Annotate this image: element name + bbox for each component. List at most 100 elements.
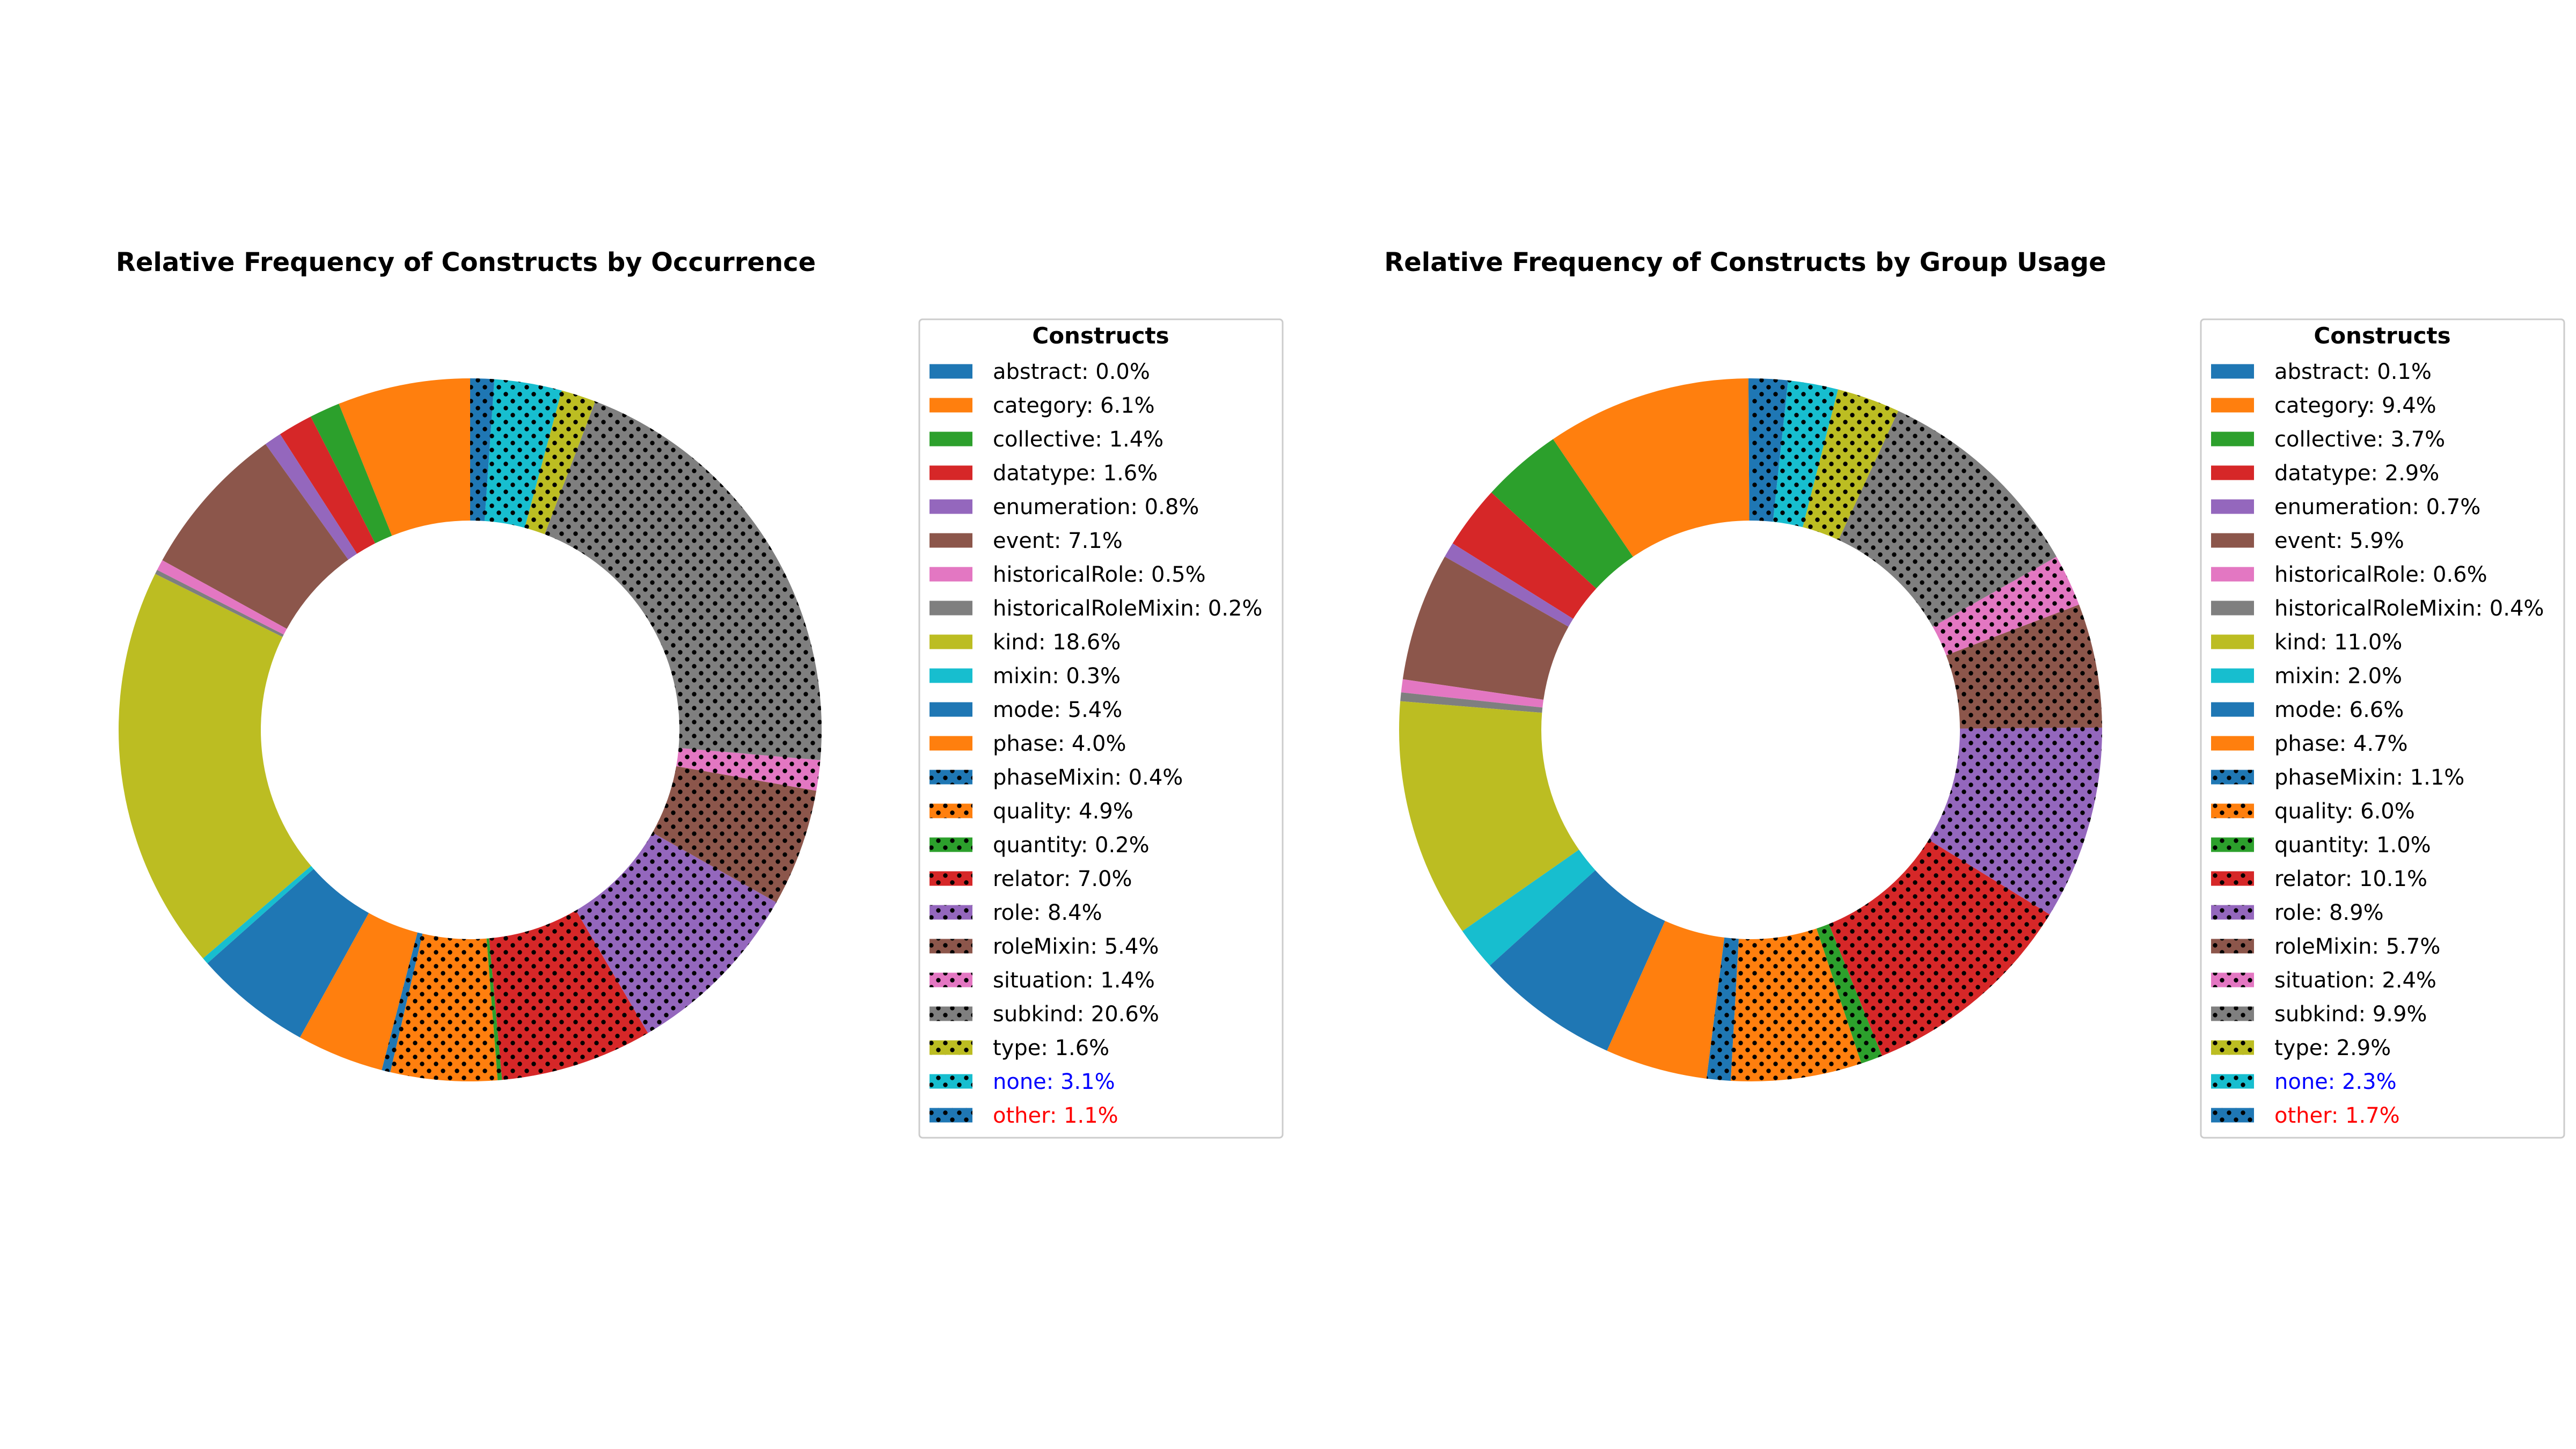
legend-label: datatype: 2.9% bbox=[2274, 461, 2439, 486]
legend-item-phase: phase: 4.0% bbox=[930, 731, 1126, 756]
donut-slice-event bbox=[162, 444, 348, 629]
legend-item-enumeration: enumeration: 0.8% bbox=[930, 495, 1199, 519]
legend-label: historicalRole: 0.5% bbox=[993, 562, 1206, 587]
legend-occurrence: Constructs abstract: 0.0% category: 6.1% c… bbox=[918, 318, 1284, 1139]
legend-label: category: 9.4% bbox=[2274, 393, 2436, 418]
legend-item-event: event: 7.1% bbox=[930, 529, 1123, 553]
donut-slice-historicalRoleMixin bbox=[1400, 692, 1543, 713]
legend-frame bbox=[2200, 318, 2565, 1139]
legend-swatch bbox=[2211, 533, 2254, 548]
donut-slice-historicalRoleMixin bbox=[155, 569, 284, 637]
legend-swatch-hatch bbox=[930, 905, 972, 920]
legend-swatch bbox=[930, 533, 972, 548]
chart-title-group-usage: Relative Frequency of Constructs by Grou… bbox=[1384, 247, 2106, 277]
legend-swatch bbox=[930, 736, 972, 751]
donut-slice-event bbox=[1402, 557, 1569, 700]
legend-item-roleMixin: roleMixin: 5.7% bbox=[2211, 934, 2440, 959]
legend-item-category: category: 9.4% bbox=[2211, 393, 2436, 418]
donut-slice-type bbox=[1802, 389, 1899, 540]
legend-swatch-hatch bbox=[2211, 972, 2254, 987]
donut-slice-none bbox=[1773, 380, 1838, 528]
legend-label: quantity: 0.2% bbox=[993, 833, 1150, 858]
legend-item-situation: situation: 1.4% bbox=[930, 968, 1155, 993]
legend-title: Constructs bbox=[2314, 323, 2450, 349]
legend-label: none: 3.1% bbox=[993, 1070, 1115, 1094]
legend-label: roleMixin: 5.4% bbox=[993, 934, 1159, 959]
legend-item-role: role: 8.4% bbox=[930, 901, 1102, 925]
legend-item-subkind: subkind: 9.9% bbox=[2211, 1002, 2427, 1027]
legend-item-type: type: 2.9% bbox=[2211, 1036, 2391, 1060]
legend-swatch bbox=[930, 601, 972, 616]
legend-item-historicalRole: historicalRole: 0.5% bbox=[930, 562, 1206, 587]
donut-slice-datatype bbox=[1452, 492, 1597, 619]
legend-swatch-hatch bbox=[930, 770, 972, 785]
legend-label: category: 6.1% bbox=[993, 393, 1155, 418]
legend-label: enumeration: 0.8% bbox=[993, 495, 1199, 519]
legend-label: none: 2.3% bbox=[2274, 1070, 2397, 1094]
legend-swatch bbox=[2211, 499, 2254, 514]
legend-item-historicalRole: historicalRole: 0.6% bbox=[2211, 562, 2487, 587]
legend-label: situation: 2.4% bbox=[2274, 968, 2436, 993]
legend-swatch-hatch bbox=[2211, 1074, 2254, 1089]
legend-item-kind: kind: 11.0% bbox=[2211, 630, 2402, 655]
legend-swatch-hatch bbox=[2211, 1040, 2254, 1055]
legend-label: event: 5.9% bbox=[2274, 529, 2404, 553]
legend-label: abstract: 0.1% bbox=[2274, 360, 2432, 384]
legend-item-mode: mode: 6.6% bbox=[2211, 698, 2404, 722]
donut-slice-phase bbox=[299, 913, 418, 1070]
legend-label: mode: 5.4% bbox=[993, 698, 1122, 722]
legend-item-collective: collective: 1.4% bbox=[930, 427, 1163, 452]
legend-swatch-hatch bbox=[2211, 939, 2254, 954]
legend-label: type: 1.6% bbox=[993, 1036, 1109, 1060]
legend-title: Constructs bbox=[1032, 323, 1169, 349]
legend-swatch bbox=[2211, 364, 2254, 379]
legend-label: quality: 6.0% bbox=[2274, 799, 2415, 824]
legend-item-historicalRoleMixin: historicalRoleMixin: 0.4% bbox=[2211, 596, 2544, 621]
legend-item-subkind: subkind: 20.6% bbox=[930, 1002, 1159, 1027]
legend-swatch-hatch bbox=[930, 972, 972, 987]
legend-swatch bbox=[2211, 398, 2254, 413]
legend-items: abstract: 0.0% category: 6.1% collective: … bbox=[930, 360, 1262, 1128]
legend-item-datatype: datatype: 2.9% bbox=[2211, 461, 2439, 486]
legend-swatch-hatch bbox=[930, 939, 972, 954]
legend-item-relator: relator: 7.0% bbox=[930, 867, 1132, 891]
legend-frame bbox=[918, 318, 1284, 1139]
legend-swatch bbox=[2211, 567, 2254, 582]
legend-items: abstract: 0.1% category: 9.4% collective: … bbox=[2211, 360, 2544, 1128]
legend-swatch-hatch bbox=[2211, 905, 2254, 920]
legend-label: type: 2.9% bbox=[2274, 1036, 2391, 1060]
legend-item-situation: situation: 2.4% bbox=[2211, 968, 2436, 993]
legend-label: quality: 4.9% bbox=[993, 799, 1133, 824]
legend-label: event: 7.1% bbox=[993, 529, 1123, 553]
legend-label: quantity: 1.0% bbox=[2274, 833, 2431, 858]
donut-slice-abstract bbox=[1748, 378, 1751, 521]
legend-item-phaseMixin: phaseMixin: 0.4% bbox=[930, 765, 1183, 790]
legend-swatch bbox=[930, 431, 972, 447]
legend-label: historicalRole: 0.6% bbox=[2274, 562, 2487, 587]
donut-slice-other bbox=[1751, 378, 1788, 522]
legend-item-event: event: 5.9% bbox=[2211, 529, 2404, 553]
donut-slice-role bbox=[576, 832, 777, 1034]
legend-swatch bbox=[2211, 601, 2254, 616]
legend-label: subkind: 9.9% bbox=[2274, 1002, 2427, 1027]
donut-slice-datatype bbox=[280, 416, 376, 554]
legend-swatch-hatch bbox=[930, 837, 972, 852]
legend-swatch-hatch bbox=[2211, 871, 2254, 886]
donut-slice-enumeration bbox=[1445, 543, 1574, 627]
legend-label: roleMixin: 5.7% bbox=[2274, 934, 2440, 959]
donut-group-usage bbox=[1399, 378, 2102, 1081]
legend-item-mixin: mixin: 0.3% bbox=[930, 664, 1121, 689]
legend-swatch bbox=[2211, 465, 2254, 480]
donut-slice-collective bbox=[1491, 439, 1633, 589]
legend-item-role: role: 8.9% bbox=[2211, 901, 2384, 925]
legend-item-type: type: 1.6% bbox=[930, 1036, 1109, 1060]
donut-slice-relator bbox=[1828, 839, 2050, 1056]
legend-swatch bbox=[930, 702, 972, 717]
legend-label: other: 1.7% bbox=[2274, 1103, 2400, 1128]
legend-item-mixin: mixin: 2.0% bbox=[2211, 664, 2402, 689]
donut-slice-enumeration bbox=[265, 434, 357, 560]
legend-label: phaseMixin: 1.1% bbox=[2274, 765, 2464, 790]
legend-label: mixin: 2.0% bbox=[2274, 664, 2402, 689]
legend-item-phase: phase: 4.7% bbox=[2211, 731, 2408, 756]
legend-item-datatype: datatype: 1.6% bbox=[930, 461, 1158, 486]
